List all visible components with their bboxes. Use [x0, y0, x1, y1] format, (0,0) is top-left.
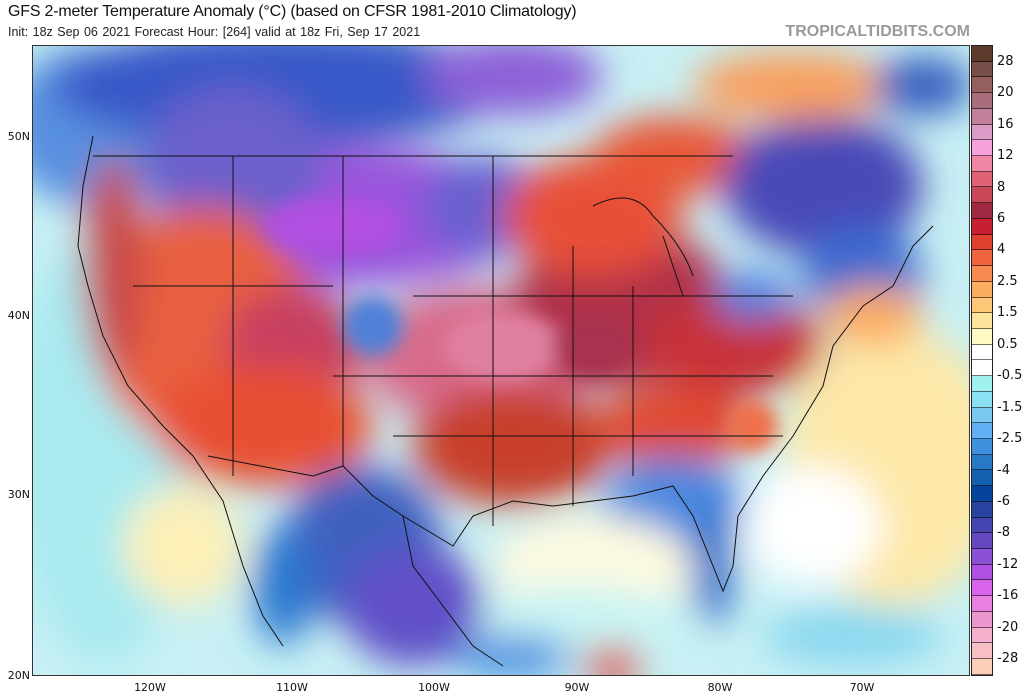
colorbar-segment — [972, 391, 992, 408]
colorbar-label: 4 — [997, 242, 1006, 258]
colorbar-segment — [972, 596, 992, 612]
colorbar-label: 28 — [997, 53, 1014, 69]
colorbar-segment — [972, 171, 992, 188]
colorbar-segment — [972, 203, 992, 219]
lon-label-100w: 100W — [418, 681, 450, 694]
colorbar-label: 6 — [997, 210, 1006, 226]
colorbar-segment — [972, 611, 992, 628]
colorbar-label: 8 — [997, 179, 1006, 195]
lon-label-120w: 120W — [134, 681, 166, 694]
lon-label-90w: 90W — [564, 681, 590, 694]
colorbar-label: 20 — [997, 85, 1014, 101]
colorbar-segment — [972, 549, 992, 565]
colorbar-segment — [972, 438, 992, 455]
colorbar-segment — [972, 533, 992, 549]
colorbar-segment — [972, 108, 992, 125]
colorbar-segment — [972, 360, 992, 377]
colorbar-segment — [972, 659, 992, 675]
colorbar-label: -6 — [997, 494, 1010, 510]
colorbar-segment — [972, 344, 992, 361]
colorbar-segment — [972, 266, 992, 282]
colorbar-segment — [972, 517, 992, 534]
colorbar-segment — [972, 93, 992, 109]
colorbar-segment — [972, 124, 992, 141]
colorbar-segment — [972, 470, 992, 487]
colorbar-segment — [972, 218, 992, 235]
lat-label-30n: 30N — [7, 488, 30, 501]
colorbar-segment — [972, 564, 992, 581]
colorbar-segment — [972, 46, 992, 62]
lon-label-70w: 70W — [849, 681, 875, 694]
lat-label-50n: 50N — [7, 130, 30, 143]
colorbar-segment — [972, 580, 992, 597]
colorbar — [971, 45, 993, 676]
colorbar-segment — [972, 627, 992, 644]
colorbar-segment — [972, 313, 992, 329]
lon-label-110w: 110W — [276, 681, 308, 694]
anomaly-field — [33, 46, 969, 675]
colorbar-segment — [972, 407, 992, 424]
colorbar-segment — [972, 156, 992, 172]
anomaly-map — [32, 45, 970, 676]
colorbar-label: -1.5 — [997, 399, 1023, 415]
colorbar-label: -8 — [997, 525, 1010, 541]
colorbar-segment — [972, 234, 992, 251]
lat-label-40n: 40N — [7, 309, 30, 322]
colorbar-segment — [972, 454, 992, 471]
colorbar-segment — [972, 250, 992, 267]
colorbar-segment — [972, 643, 992, 660]
chart-subtitle: Init: 18z Sep 06 2021 Forecast Hour: [26… — [8, 25, 421, 39]
colorbar-segment — [972, 423, 992, 439]
colorbar-segment — [972, 281, 992, 298]
colorbar-label: -2.5 — [997, 431, 1023, 447]
chart-title: GFS 2-meter Temperature Anomaly (°C) (ba… — [8, 3, 577, 20]
coastline-borders — [77, 135, 934, 667]
colorbar-label: -4 — [997, 462, 1010, 478]
colorbar-segment — [972, 187, 992, 204]
colorbar-segment — [972, 501, 992, 518]
colorbar-label: 2.5 — [997, 273, 1018, 289]
colorbar-label: -16 — [997, 588, 1019, 604]
lon-label-80w: 80W — [707, 681, 733, 694]
colorbar-label: -28 — [997, 651, 1019, 667]
colorbar-label: -20 — [997, 619, 1019, 635]
colorbar-label: 1.5 — [997, 305, 1018, 321]
colorbar-segment — [972, 328, 992, 345]
colorbar-label: 16 — [997, 116, 1014, 132]
colorbar-segment — [972, 140, 992, 157]
colorbar-label: 12 — [997, 148, 1014, 164]
colorbar-segment — [972, 61, 992, 78]
colorbar-label: -0.5 — [997, 368, 1023, 384]
colorbar-segment — [972, 376, 992, 392]
colorbar-label: 0.5 — [997, 336, 1018, 352]
brand-watermark: TROPICALTIDBITS.COM — [785, 23, 970, 40]
colorbar-segment — [972, 486, 992, 502]
colorbar-label: -12 — [997, 556, 1019, 572]
colorbar-segment — [972, 77, 992, 94]
colorbar-segment — [972, 297, 992, 314]
lat-label-20n: 20N — [7, 669, 30, 682]
